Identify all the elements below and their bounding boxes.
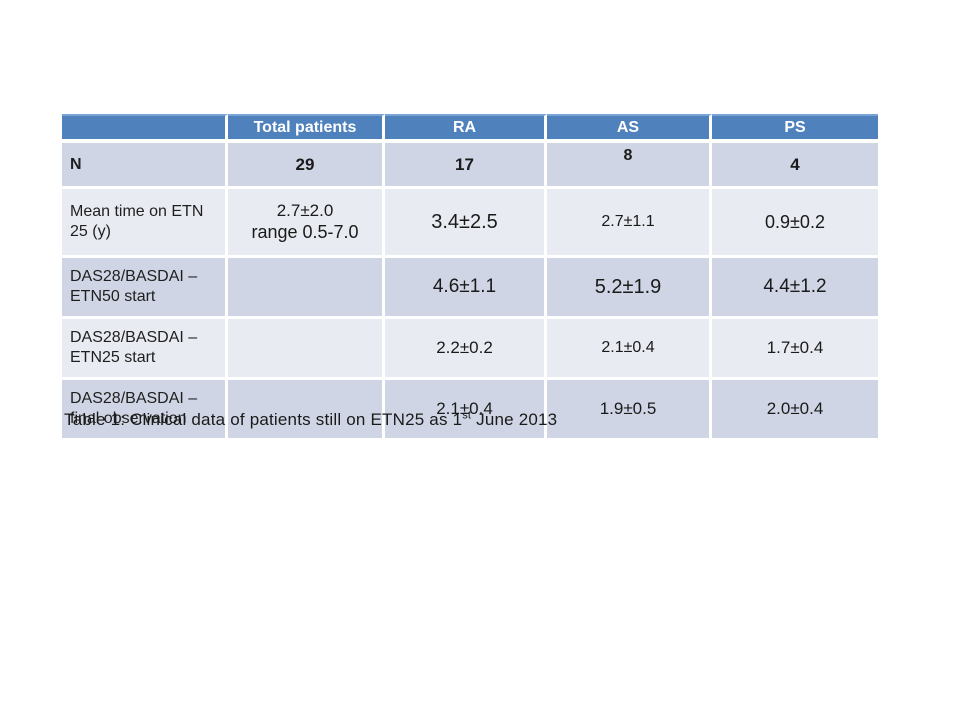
cell-mean-ra: 3.4±2.5	[385, 189, 547, 258]
cell-mean-as: 2.7±1.1	[547, 189, 712, 258]
row-label-etn50-start: DAS28/BASDAI – ETN50 start	[62, 258, 228, 319]
cell-n-ra: 17	[385, 143, 547, 189]
table-row-final-observation: DAS28/BASDAI – final observation 2.1±0.4…	[62, 380, 878, 441]
table-row-etn25-start: DAS28/BASDAI – ETN25 start 2.2±0.2 2.1±0…	[62, 319, 878, 380]
table-header-row: Total patients RA AS PS	[62, 114, 878, 143]
cell-etn50-as: 5.2±1.9	[547, 258, 712, 319]
row-label-etn25-start: DAS28/BASDAI – ETN25 start	[62, 319, 228, 380]
table-row-mean-time: Mean time on ETN 25 (y) 2.7±2.0 range 0.…	[62, 189, 878, 258]
cell-etn25-ps: 1.7±0.4	[712, 319, 878, 380]
cell-etn25-total	[228, 319, 385, 380]
table-caption: Table 1: Clinical data of patients still…	[64, 410, 557, 430]
header-cell-as: AS	[547, 114, 712, 143]
row-label-n: N	[62, 143, 228, 189]
cell-n-total: 29	[228, 143, 385, 189]
header-cell-ps: PS	[712, 114, 878, 143]
cell-etn50-ps: 4.4±1.2	[712, 258, 878, 319]
row-label-final-observation: DAS28/BASDAI – final observation	[62, 380, 228, 441]
caption-suffix: June 2013	[471, 410, 558, 429]
header-cell-ra: RA	[385, 114, 547, 143]
cell-final-total	[228, 380, 385, 441]
cell-final-ra: 2.1±0.4	[385, 380, 547, 441]
cell-mean-ps: 0.9±0.2	[712, 189, 878, 258]
cell-etn50-total	[228, 258, 385, 319]
cell-etn25-ra: 2.2±0.2	[385, 319, 547, 380]
cell-mean-total: 2.7±2.0 range 0.5-7.0	[228, 189, 385, 258]
caption-text: Table 1: Clinical data of patients still…	[64, 410, 463, 429]
cell-n-as: 8	[547, 143, 712, 189]
row-label-mean-time: Mean time on ETN 25 (y)	[62, 189, 228, 258]
header-cell-total-patients: Total patients	[228, 114, 385, 143]
mean-total-range: range 0.5-7.0	[251, 222, 359, 243]
cell-n-ps: 4	[712, 143, 878, 189]
clinical-data-table: Total patients RA AS PS N 29 17 8 4 Mean…	[62, 114, 878, 441]
cell-etn25-as: 2.1±0.4	[547, 319, 712, 380]
table-row-etn50-start: DAS28/BASDAI – ETN50 start 4.6±1.1 5.2±1…	[62, 258, 878, 319]
cell-final-as: 1.9±0.5	[547, 380, 712, 441]
table-row-n: N 29 17 8 4	[62, 143, 878, 189]
mean-total-value: 2.7±2.0	[276, 201, 334, 221]
clinical-table-container: Total patients RA AS PS N 29 17 8 4 Mean…	[62, 114, 878, 441]
cell-etn50-ra: 4.6±1.1	[385, 258, 547, 319]
caption-superscript: st	[462, 409, 472, 422]
cell-final-ps: 2.0±0.4	[712, 380, 878, 441]
header-cell-empty	[62, 114, 228, 143]
